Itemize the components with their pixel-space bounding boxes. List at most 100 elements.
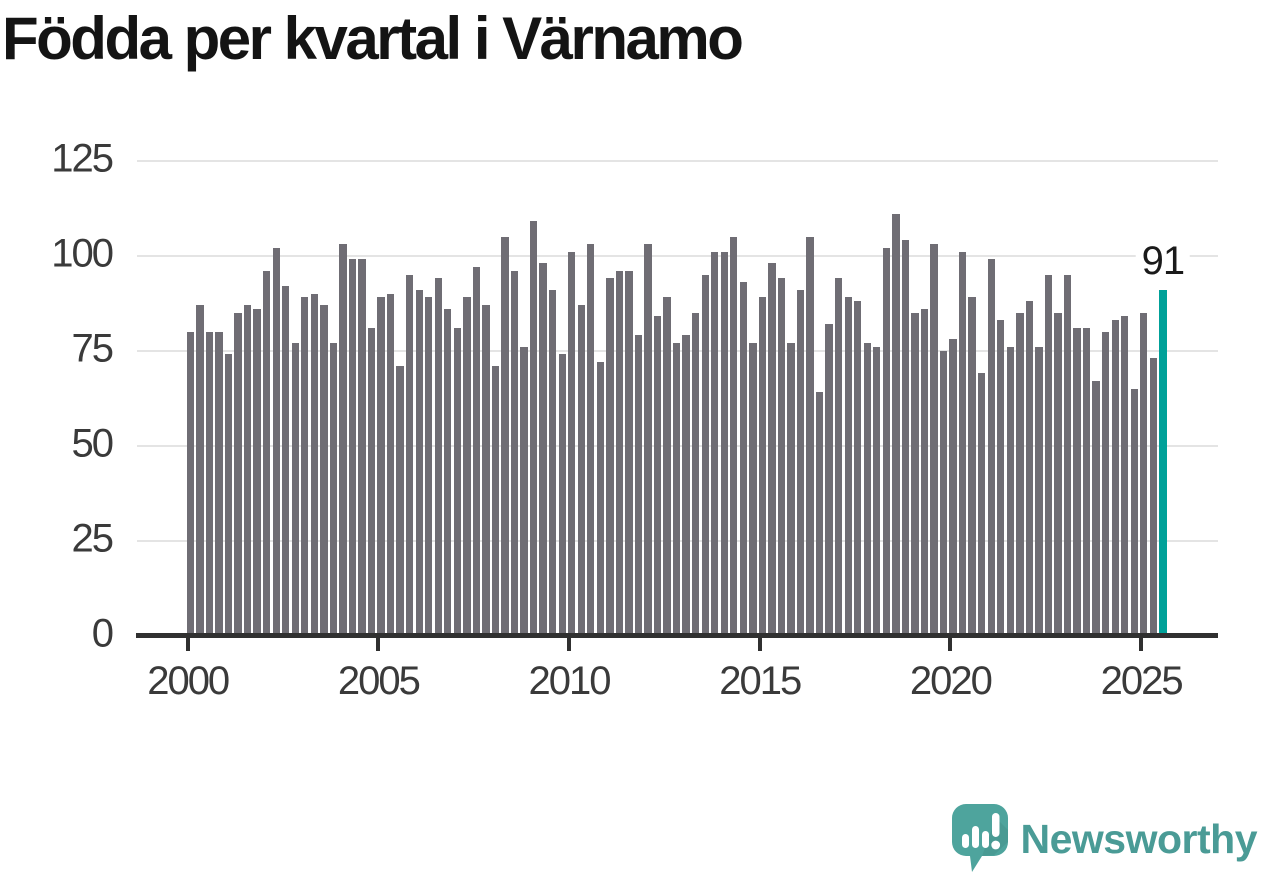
x-axis-tick-label: 2020 [909,659,993,703]
bar [892,213,900,636]
bar [472,266,481,636]
bar [777,278,786,636]
x-axis-tick-2010 [567,638,572,651]
bar [243,304,252,636]
bar [358,259,366,636]
bar [806,236,814,636]
bar [587,244,595,636]
bar [329,342,338,636]
bar [911,312,919,636]
bar [348,259,357,636]
bar [453,327,461,636]
bar [978,373,986,636]
gridline-y-125 [137,159,1218,162]
bar [539,263,547,636]
highlighted-bar [1159,289,1167,636]
bar [949,339,957,636]
bar [367,327,376,636]
x-axis-tick-label: 2005 [337,659,421,703]
x-axis-tick-2005 [376,638,381,651]
bar [672,342,681,636]
bar [615,270,624,636]
bar [415,289,423,636]
bar [510,270,519,636]
bar [1044,274,1053,636]
bar [787,342,795,636]
y-axis-tick-label: 125 [51,136,114,181]
bar [1035,346,1043,636]
x-axis-tick-label: 2025 [1100,659,1184,703]
bar [405,274,414,636]
y-axis-tick-label: 50 [71,421,114,466]
logo-bar-medium [981,831,989,848]
bar [310,293,318,636]
bar [596,361,604,636]
bar [253,308,261,636]
bar [1054,312,1062,636]
bar [1140,312,1148,636]
bar [1063,274,1072,636]
bar [1025,301,1034,636]
bar [1073,327,1081,636]
logo-bar-small [961,834,969,848]
bar [1101,331,1110,636]
bar [1006,346,1014,636]
x-axis-line [136,633,1218,638]
bar [577,304,585,636]
bar [606,278,614,636]
bar [901,240,910,636]
bar [863,342,871,636]
y-axis-tick-label: 0 [91,611,114,656]
bar [768,263,776,636]
bar [396,365,404,636]
bar [1149,358,1157,636]
x-axis-tick-label: 2015 [719,659,802,703]
bar [796,289,805,636]
bar [529,221,538,636]
bar [377,297,385,636]
bar [758,297,767,636]
bar [425,297,433,636]
bar [501,236,509,636]
x-axis-tick-2015 [757,638,762,651]
gridline-y-100 [137,254,1218,257]
newsworthy-logo-text: Newsworthy [1020,815,1258,862]
newsworthy-logo: Newsworthy [951,804,1258,874]
bar [625,270,633,636]
bar [548,289,557,636]
bar [854,301,862,636]
bar [520,346,528,636]
bar [930,244,938,636]
bar [711,251,719,636]
bar [568,251,576,636]
x-axis-tick-2020 [948,638,953,651]
bar [1016,312,1024,636]
chart-title: Födda per kvartal i Värnamo [2,5,744,72]
bar [482,304,490,636]
bar [968,297,976,636]
bar [291,342,299,636]
x-axis-tick-2000 [185,638,190,651]
bar [653,316,662,636]
bar [1121,316,1129,636]
bar [682,335,690,636]
y-axis-tick-label: 100 [51,231,114,276]
bar [491,365,500,636]
bar [749,342,757,636]
bar [224,354,233,636]
bar [282,285,290,636]
bar [730,236,738,636]
bar [234,312,242,636]
logo-exclamation-dot [990,840,1000,850]
bar [272,247,280,636]
bar [434,278,442,636]
bar [634,335,643,636]
bar [1111,320,1119,636]
bar [444,308,452,636]
bar [920,308,929,636]
bar [835,278,843,636]
bar [1130,388,1138,636]
bar [844,297,852,636]
bar [262,270,271,636]
